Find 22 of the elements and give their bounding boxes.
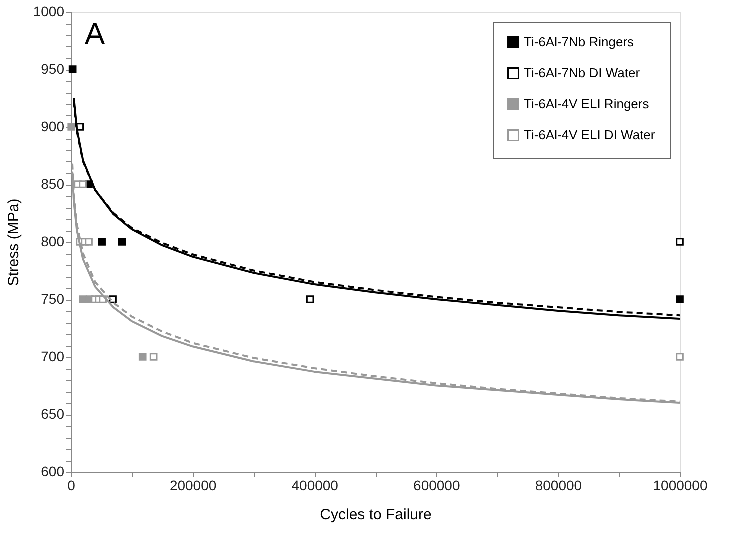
legend-label: Ti-6Al-4V ELI DI Water — [524, 128, 656, 142]
y-tick-label: 850 — [41, 176, 65, 192]
x-tick-label: 800000 — [535, 478, 582, 494]
x-tick-label: 400000 — [292, 478, 339, 494]
y-tick-label: 700 — [41, 348, 65, 364]
x-axis-title: Cycles to Failure — [320, 506, 432, 524]
x-tick-label: 600000 — [414, 478, 460, 494]
y-tick-label: 900 — [41, 118, 65, 134]
y-tick-label: 600 — [41, 464, 65, 480]
y-tick-label: 1000 — [33, 4, 65, 20]
y-tick-label: 750 — [41, 291, 65, 307]
x-tick-label: 200000 — [170, 478, 217, 494]
annotation: A — [85, 18, 106, 51]
y-axis-title: Stress (MPa) — [5, 198, 22, 286]
x-tick-label: 1000000 — [653, 478, 708, 494]
legend-label: Ti-6Al-7Nb Ringers — [524, 34, 635, 50]
y-tick-label: 950 — [41, 61, 65, 77]
x-tick-label: 0 — [68, 478, 76, 494]
legend-label: Ti-6Al-4V ELI Ringers — [524, 96, 650, 112]
y-tick-label: 650 — [41, 406, 65, 422]
y-tick-label: 800 — [41, 234, 65, 250]
legend-label: Ti-6Al-7Nb DI Water — [524, 66, 641, 80]
